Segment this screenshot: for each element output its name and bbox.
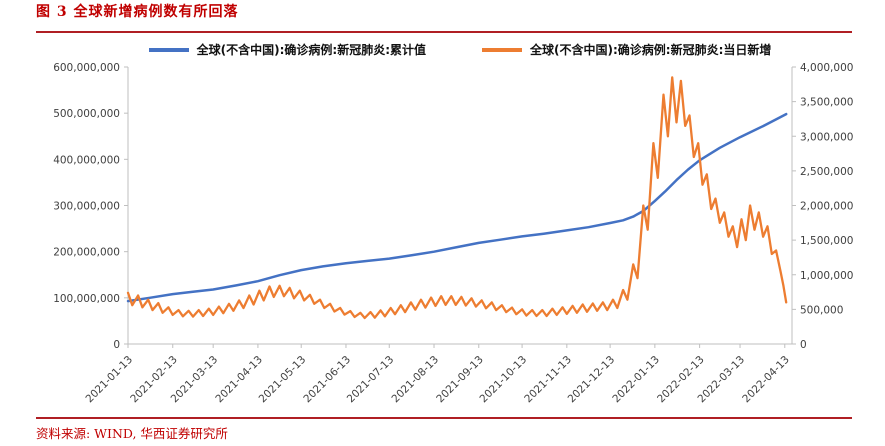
right-tick-label: 2,000,000 (800, 201, 853, 213)
right-tick-label: 2,500,000 (800, 166, 853, 178)
right-tick-label: 1,000,000 (800, 270, 853, 282)
x-tick-label: 2021-10-13 (478, 354, 530, 406)
series-line-0 (126, 112, 788, 303)
left-tick-label: 600,000,000 (53, 62, 120, 74)
x-tick-label: 2021-12-13 (566, 354, 618, 406)
x-tick-label: 2021-08-13 (389, 354, 441, 406)
x-tick-label: 2021-01-13 (83, 354, 135, 406)
chart-svg: 0 100,000,000 200,000,000 300,000,000 400,00… (53, 62, 853, 406)
legend-label-cumulative: 全球(不含中国):确诊病例:新冠肺炎:累计值 (196, 43, 426, 57)
x-tick-label: 2021-07-13 (345, 354, 397, 406)
x-tick-label: 2021-05-13 (257, 354, 309, 406)
x-tick-label: 2022-04-13 (740, 354, 792, 406)
right-tick-label: 0 (800, 339, 807, 351)
left-tick-label: 200,000,000 (53, 247, 120, 259)
x-tick-label: 2022-01-13 (610, 354, 662, 406)
source-note: 资料来源: WIND, 华西证券研究所 (36, 426, 228, 441)
legend-swatch-daily-new-icon (482, 47, 522, 52)
top-rule (36, 31, 852, 33)
right-tick-label: 1,500,000 (800, 235, 853, 247)
left-tick-label: 100,000,000 (53, 293, 120, 305)
chart-legend: 全球(不含中国):确诊病例:新冠肺炎:累计值 全球(不含中国):确诊病例:新冠肺… (128, 41, 792, 58)
legend-item-cumulative: 全球(不含中国):确诊病例:新冠肺炎:累计值 (148, 41, 426, 58)
left-tick-label: 300,000,000 (53, 201, 120, 213)
right-tick-label: 3,500,000 (800, 97, 853, 109)
bottom-rule (36, 417, 852, 419)
figure-title: 图 3 全球新增病例数有所回落 (36, 4, 239, 20)
legend-label-daily-new: 全球(不含中国):确诊病例:新冠肺炎:当日新增 (530, 43, 772, 57)
right-tick-label: 500,000 (800, 304, 843, 316)
left-tick-label: 500,000,000 (53, 108, 120, 120)
right-tick-label: 3,000,000 (800, 131, 853, 143)
left-tick-label: 400,000,000 (53, 154, 120, 166)
series-line-1 (126, 76, 788, 320)
legend-item-daily-new: 全球(不含中国):确诊病例:新冠肺炎:当日新增 (482, 41, 771, 58)
right-tick-label: 4,000,000 (800, 62, 853, 74)
legend-swatch-cumulative-icon (148, 47, 189, 52)
left-tick-label: 0 (113, 339, 120, 351)
